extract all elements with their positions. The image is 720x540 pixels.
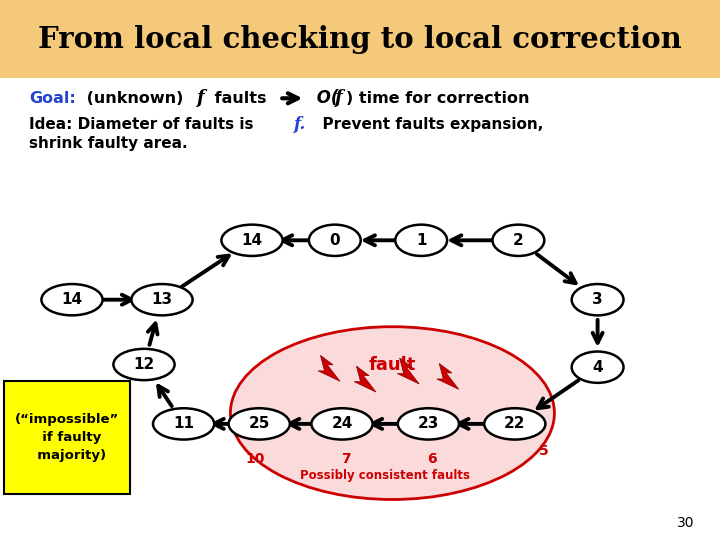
Text: 25: 25: [248, 416, 270, 431]
Text: ) time for correction: ) time for correction: [346, 91, 529, 106]
Text: 4: 4: [593, 360, 603, 375]
Polygon shape: [437, 363, 459, 389]
Ellipse shape: [153, 408, 215, 440]
Ellipse shape: [42, 284, 103, 315]
Polygon shape: [397, 358, 419, 384]
Text: fault: fault: [369, 355, 416, 374]
Text: 13: 13: [151, 292, 173, 307]
Text: f: f: [196, 89, 204, 107]
Text: 3: 3: [593, 292, 603, 307]
Text: f: f: [334, 89, 342, 107]
Text: 14: 14: [61, 292, 83, 307]
Text: From local checking to local correction: From local checking to local correction: [38, 25, 682, 54]
Ellipse shape: [397, 408, 459, 440]
Polygon shape: [318, 355, 340, 381]
Text: 6: 6: [427, 452, 437, 466]
Text: 10: 10: [246, 452, 265, 466]
Ellipse shape: [230, 327, 554, 500]
Text: 11: 11: [173, 416, 194, 431]
Ellipse shape: [229, 408, 289, 440]
Text: Goal:: Goal:: [29, 91, 76, 106]
Ellipse shape: [572, 284, 624, 315]
Text: 30: 30: [678, 516, 695, 530]
Text: Possibly consistent faults: Possibly consistent faults: [300, 469, 470, 482]
Text: Prevent faults expansion,: Prevent faults expansion,: [312, 117, 543, 132]
Text: 24: 24: [331, 416, 353, 431]
Ellipse shape: [311, 408, 373, 440]
Ellipse shape: [309, 225, 361, 256]
Text: f.: f.: [294, 116, 306, 133]
Text: shrink faulty area.: shrink faulty area.: [29, 136, 187, 151]
Text: 14: 14: [241, 233, 263, 248]
Text: 0: 0: [330, 233, 340, 248]
Ellipse shape: [114, 349, 174, 380]
Text: 12: 12: [133, 357, 155, 372]
Ellipse shape: [222, 225, 282, 256]
Text: 22: 22: [504, 416, 526, 431]
Text: 5: 5: [539, 444, 549, 458]
Ellipse shape: [492, 225, 544, 256]
Text: 23: 23: [418, 416, 439, 431]
Text: faults: faults: [209, 91, 266, 106]
Text: O(: O(: [311, 89, 338, 107]
Text: (unknown): (unknown): [81, 91, 189, 106]
Text: 2: 2: [513, 233, 523, 248]
Ellipse shape: [132, 284, 193, 315]
Ellipse shape: [395, 225, 447, 256]
FancyBboxPatch shape: [4, 381, 130, 494]
Polygon shape: [354, 366, 376, 392]
Text: (“impossible”
  if faulty
  majority): (“impossible” if faulty majority): [15, 413, 119, 462]
Ellipse shape: [572, 352, 624, 383]
Text: 7: 7: [341, 452, 351, 466]
Text: Idea: Diameter of faults is: Idea: Diameter of faults is: [29, 117, 258, 132]
Bar: [0, 0, 720, 78]
Text: 1: 1: [416, 233, 426, 248]
Ellipse shape: [484, 408, 546, 440]
